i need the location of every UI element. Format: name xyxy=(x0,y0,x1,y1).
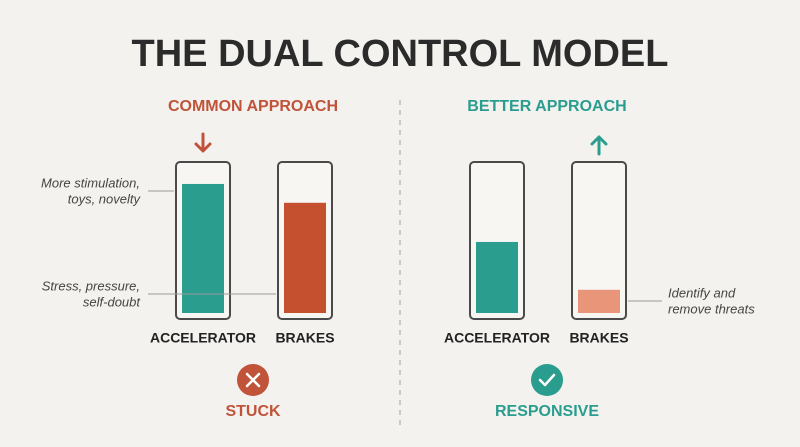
gauge-label: BRAKES xyxy=(275,330,334,346)
gauge-fill xyxy=(578,289,620,313)
gauge-label: BRAKES xyxy=(569,330,628,346)
gauge-fill xyxy=(284,202,326,313)
gauge-tube xyxy=(571,161,627,320)
annotation: Stress, pressure, xyxy=(42,278,140,293)
title: THE DUAL CONTROL MODEL xyxy=(132,33,669,75)
panel-heading: BETTER APPROACH xyxy=(467,98,626,115)
annotation: Identify and xyxy=(668,285,736,300)
gauge-label: ACCELERATOR xyxy=(150,330,256,346)
gauge-fill xyxy=(476,241,518,313)
gauge-label: ACCELERATOR xyxy=(444,330,550,346)
outcome-label: STUCK xyxy=(225,403,281,420)
panel-heading: COMMON APPROACH xyxy=(168,98,338,115)
outcome-label: RESPONSIVE xyxy=(495,403,599,420)
annotation: self-doubt xyxy=(83,294,141,309)
annotation: More stimulation, xyxy=(41,175,140,190)
arrow xyxy=(590,135,608,156)
outcome-icon xyxy=(531,364,563,396)
gauge-fill xyxy=(182,183,224,313)
icon-glyph xyxy=(538,373,556,387)
arrow xyxy=(194,132,212,153)
annotation: remove threats xyxy=(668,301,755,316)
annotation: toys, novelty xyxy=(68,191,142,206)
icon-glyph xyxy=(245,372,261,388)
